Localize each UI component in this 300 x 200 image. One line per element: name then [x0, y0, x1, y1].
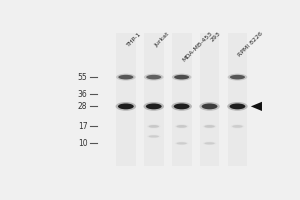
- Text: 28: 28: [78, 102, 88, 111]
- FancyBboxPatch shape: [200, 33, 219, 166]
- Text: 36: 36: [78, 90, 88, 99]
- Ellipse shape: [143, 102, 164, 111]
- Text: MDA-MB-453: MDA-MB-453: [182, 31, 214, 63]
- Ellipse shape: [227, 102, 248, 111]
- Ellipse shape: [232, 125, 243, 128]
- Text: 293: 293: [210, 31, 222, 43]
- Ellipse shape: [176, 142, 187, 145]
- Ellipse shape: [204, 125, 215, 128]
- Ellipse shape: [230, 75, 245, 79]
- Ellipse shape: [174, 103, 190, 109]
- Ellipse shape: [228, 74, 247, 81]
- Text: Jurkat: Jurkat: [154, 31, 170, 48]
- Text: 17: 17: [78, 122, 88, 131]
- Ellipse shape: [148, 135, 159, 138]
- Ellipse shape: [176, 125, 187, 128]
- Ellipse shape: [202, 103, 218, 109]
- Text: THP-1: THP-1: [126, 31, 142, 47]
- Ellipse shape: [172, 74, 191, 81]
- Ellipse shape: [118, 103, 134, 109]
- Polygon shape: [251, 102, 262, 111]
- Ellipse shape: [230, 103, 245, 109]
- Ellipse shape: [171, 102, 192, 111]
- Ellipse shape: [116, 74, 136, 81]
- Ellipse shape: [204, 142, 215, 145]
- Text: 10: 10: [78, 139, 88, 148]
- FancyBboxPatch shape: [228, 33, 247, 166]
- Ellipse shape: [174, 75, 189, 79]
- Ellipse shape: [146, 75, 161, 79]
- FancyBboxPatch shape: [116, 33, 136, 166]
- Ellipse shape: [144, 74, 164, 81]
- Ellipse shape: [148, 125, 159, 128]
- Text: RPMI 8226: RPMI 8226: [238, 31, 264, 58]
- Ellipse shape: [116, 102, 136, 111]
- Text: 55: 55: [78, 73, 88, 82]
- FancyBboxPatch shape: [172, 33, 191, 166]
- Ellipse shape: [146, 103, 162, 109]
- Ellipse shape: [199, 102, 220, 111]
- Ellipse shape: [118, 75, 134, 79]
- FancyBboxPatch shape: [144, 33, 164, 166]
